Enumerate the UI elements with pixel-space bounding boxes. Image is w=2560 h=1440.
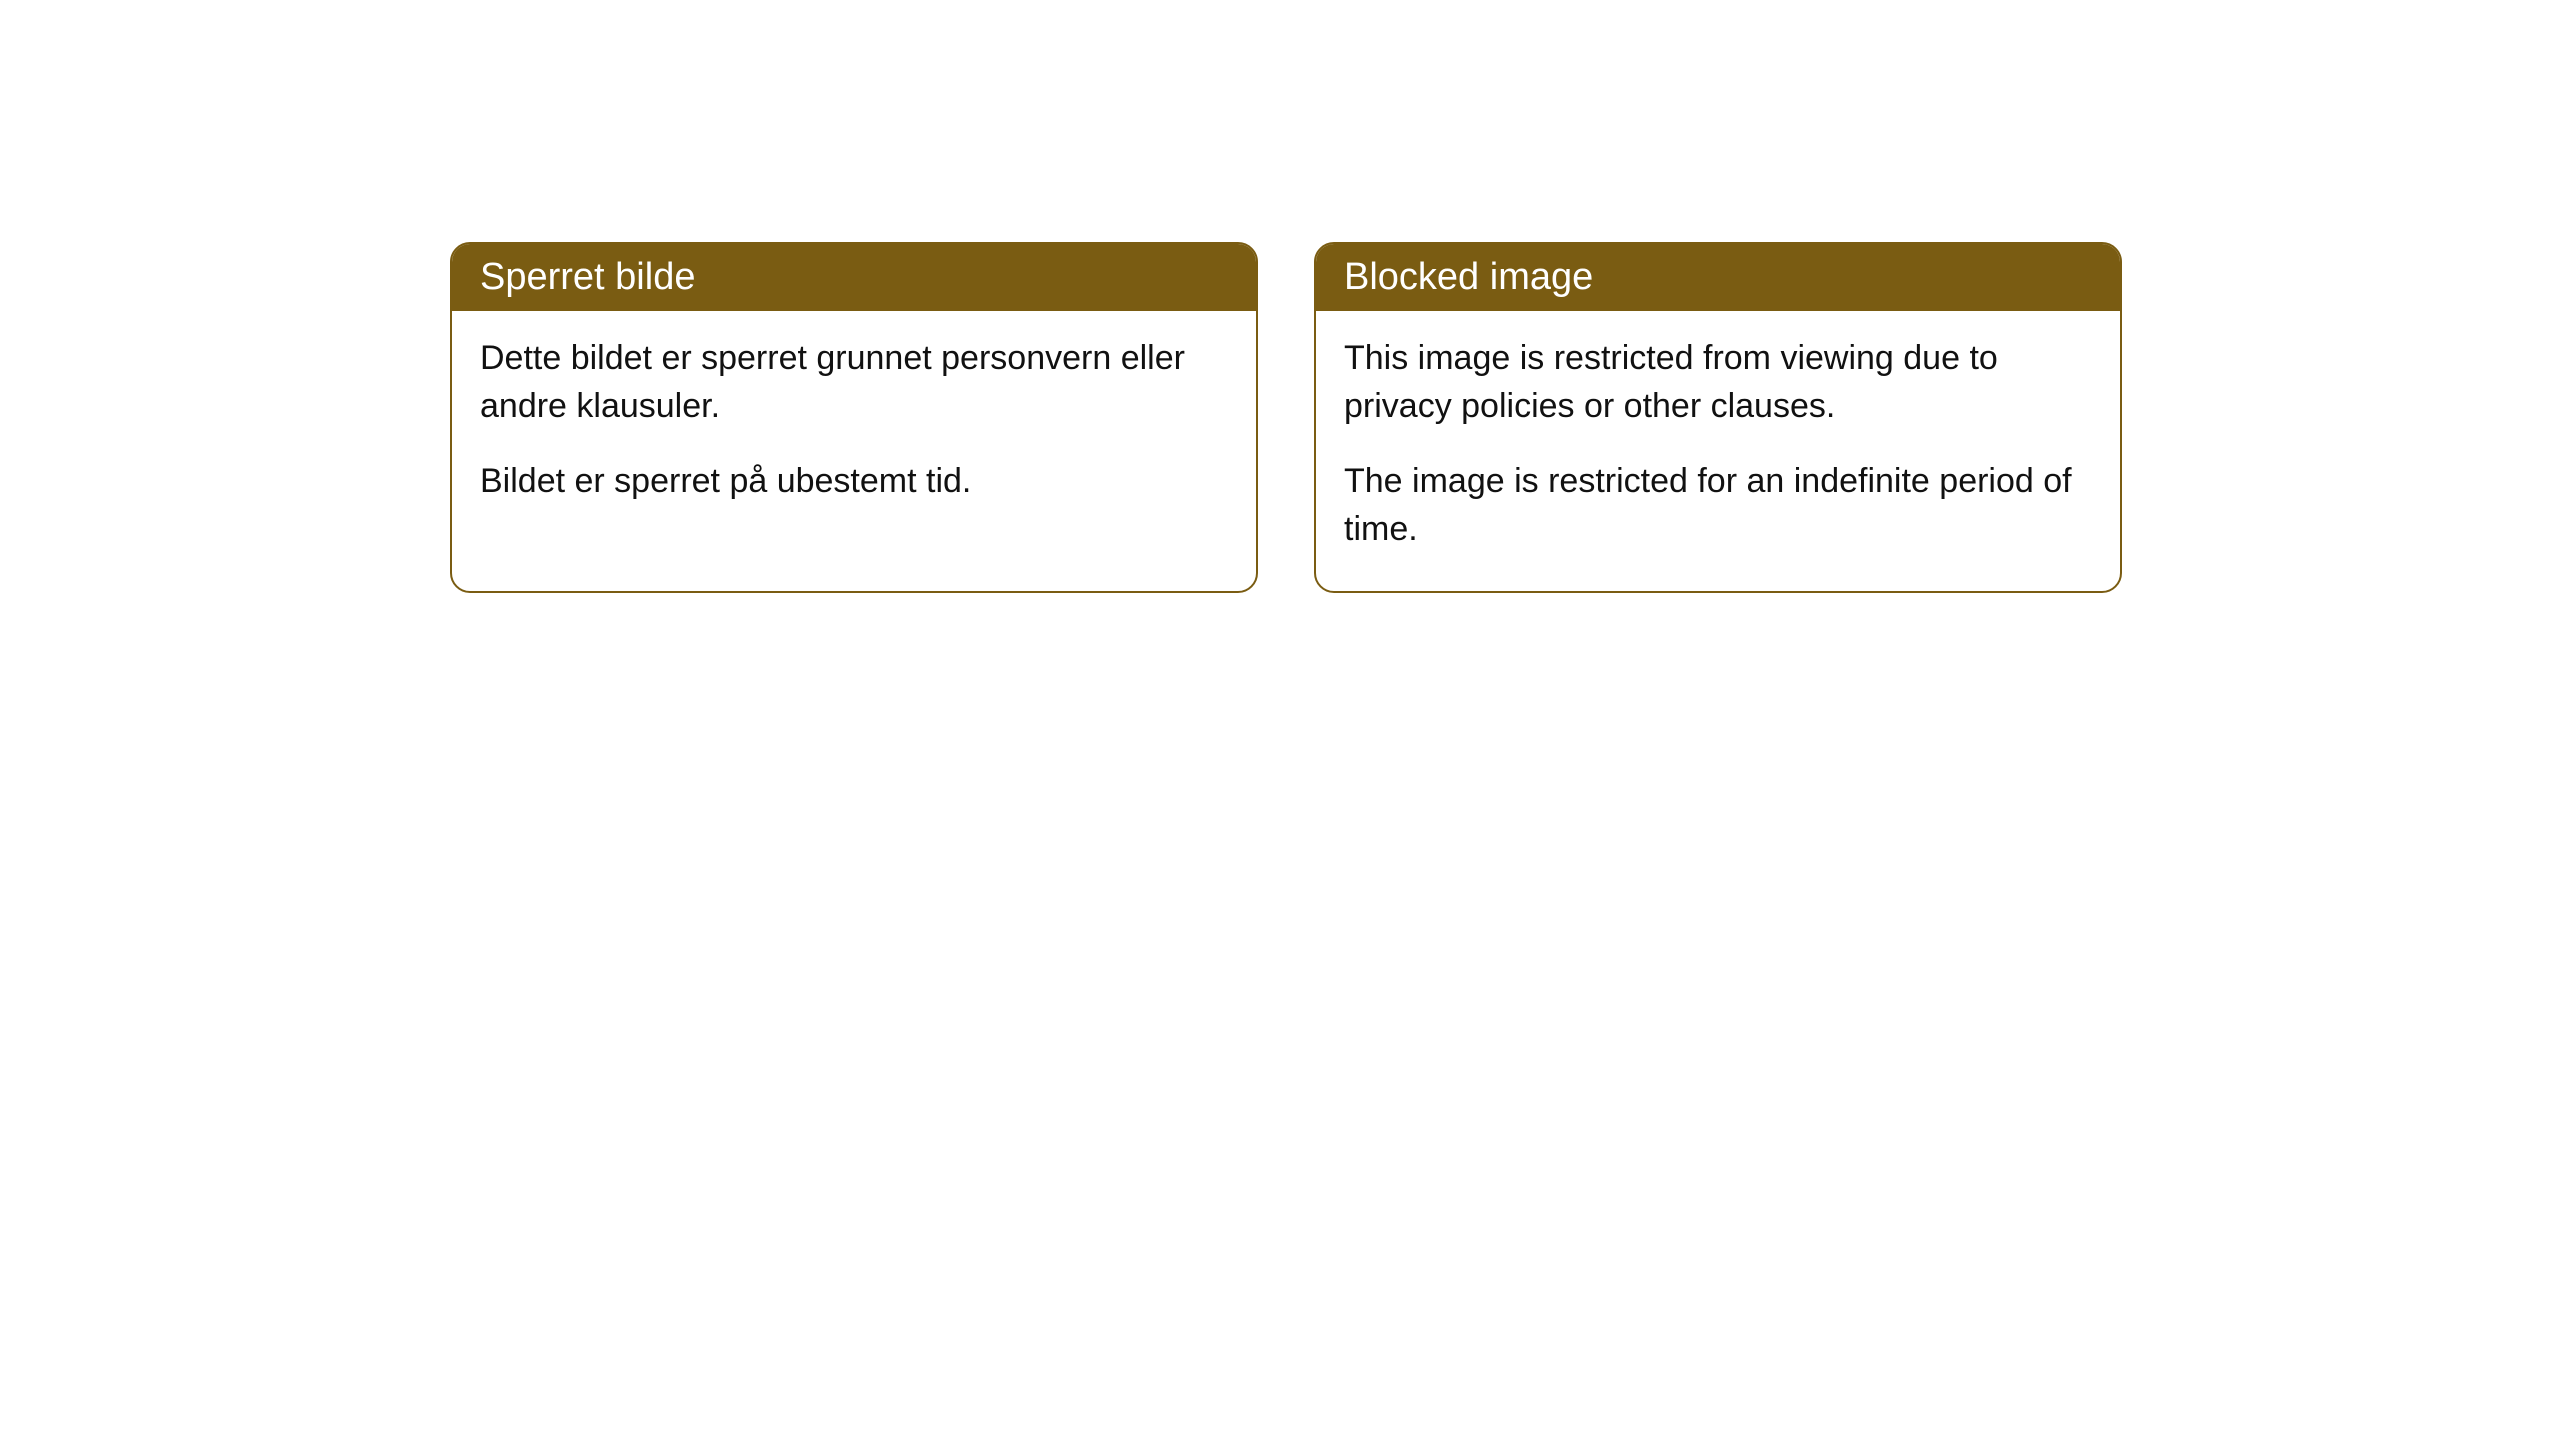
notice-card-english: Blocked image This image is restricted f…: [1314, 242, 2122, 593]
notice-paragraph: Dette bildet er sperret grunnet personve…: [480, 335, 1228, 430]
notice-body-norwegian: Dette bildet er sperret grunnet personve…: [452, 311, 1256, 544]
notice-paragraph: This image is restricted from viewing du…: [1344, 335, 2092, 430]
notice-paragraph: The image is restricted for an indefinit…: [1344, 458, 2092, 553]
notice-header-norwegian: Sperret bilde: [452, 244, 1256, 311]
notice-cards-container: Sperret bilde Dette bildet er sperret gr…: [0, 0, 2560, 593]
notice-title: Sperret bilde: [480, 256, 695, 298]
notice-title: Blocked image: [1344, 256, 1593, 298]
notice-body-english: This image is restricted from viewing du…: [1316, 311, 2120, 591]
notice-header-english: Blocked image: [1316, 244, 2120, 311]
notice-card-norwegian: Sperret bilde Dette bildet er sperret gr…: [450, 242, 1258, 593]
notice-paragraph: Bildet er sperret på ubestemt tid.: [480, 458, 1228, 506]
